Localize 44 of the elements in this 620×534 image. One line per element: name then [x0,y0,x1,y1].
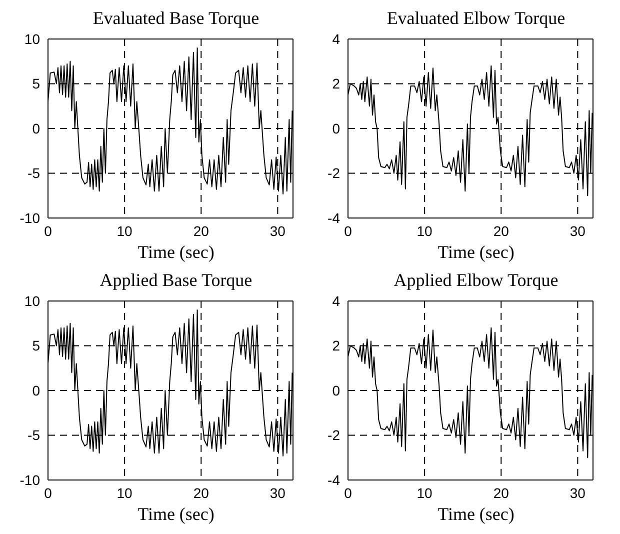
y-tick-label: 0 [32,120,40,136]
y-tick-label: -5 [28,427,40,444]
x-axis-title: Time (sec) [436,242,516,263]
y-tick-label: -4 [328,472,340,488]
y-tick-label: 2 [332,76,340,92]
x-tick-label: 30 [270,484,286,501]
x-tick-label: 20 [493,222,510,239]
x-axis-title: Time (sec) [136,504,216,525]
chart-title: Applied Base Torque [98,270,254,292]
y-tick-label: 0 [332,120,340,136]
chart-title: Applied Elbow Torque [392,270,560,292]
x-axis-title: Time (sec) [136,242,216,263]
y-tick-label: 2 [332,338,340,354]
y-tick-label: 5 [32,338,40,354]
x-tick-label: 10 [116,484,133,501]
x-tick-label: 10 [416,484,433,501]
x-tick-label: 0 [344,222,352,239]
y-tick-label: -5 [28,165,40,182]
y-tick-label: -10 [20,210,40,226]
y-tick-label: 0 [32,382,40,398]
x-tick-label: 0 [344,484,352,501]
y-tick-label: 10 [24,30,40,47]
x-tick-label: 30 [570,222,586,239]
x-tick-label: 20 [493,484,510,501]
chart-title: Evaluated Base Torque [92,8,260,30]
x-tick-label: 20 [193,484,210,501]
x-tick-label: 30 [270,222,286,239]
y-tick-label: 0 [332,382,340,398]
x-tick-label: 10 [116,222,133,239]
x-tick-label: 30 [570,484,586,501]
y-tick-label: -10 [20,472,40,488]
x-tick-label: 0 [44,222,52,239]
x-tick-label: 0 [44,484,52,501]
y-tick-label: 5 [32,76,40,92]
chart-title: Evaluated Elbow Torque [386,8,566,30]
y-tick-label: -2 [328,165,340,182]
x-tick-label: 20 [193,222,210,239]
y-tick-label: 10 [24,292,40,309]
y-tick-label: -2 [328,427,340,444]
y-tick-label: 4 [332,30,340,47]
x-tick-label: 10 [416,222,433,239]
x-axis-title: Time (sec) [436,504,516,525]
y-tick-label: -4 [328,210,340,226]
y-tick-label: 4 [332,292,340,309]
